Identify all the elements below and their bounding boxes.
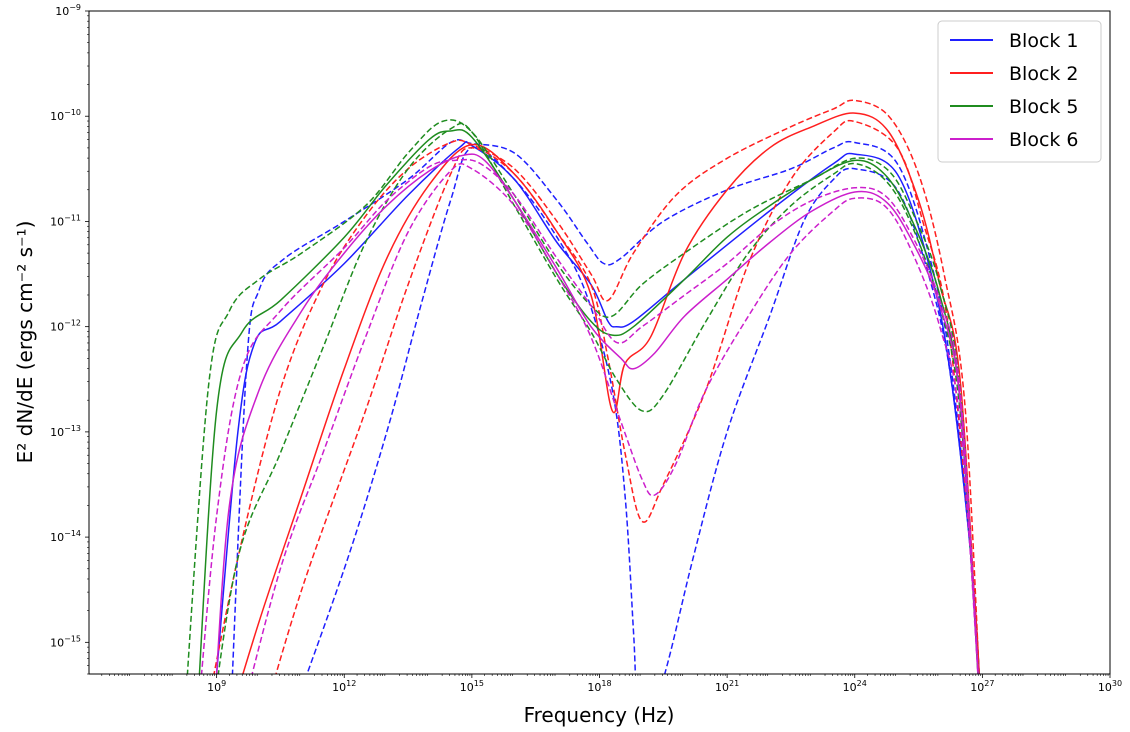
y-tick-label: 10−15 [50,634,81,649]
series-line-5 [213,99,980,674]
y-tick-label: 10−14 [50,529,81,544]
y-tick-label: 10−11 [50,213,81,228]
legend-label: Block 6 [1009,129,1079,151]
x-tick-label: 1027 [970,679,994,694]
y-tick-label: 10−13 [50,424,81,439]
series-line-3 [242,112,980,674]
series-line-1 [306,146,980,674]
x-tick-label: 1015 [460,679,484,694]
series-line-11 [200,158,980,674]
x-tick-label: 109 [207,679,226,694]
x-axis: 109 1012 1015 1018 1021 1024 1027 1030 [101,674,1122,694]
legend-label: Block 5 [1009,96,1079,118]
legend-box [937,20,1102,163]
legend-label: Block 1 [1009,30,1079,52]
x-axis-label: Frequency (Hz) [524,703,675,727]
legend-label: Block 2 [1009,63,1079,85]
x-tick-label: 1030 [1098,679,1122,694]
series-line-10 [251,162,979,674]
series-line-6 [198,128,979,674]
series-line-7 [217,122,979,674]
y-tick-label: 10−9 [55,3,81,18]
series-line-8 [186,119,979,674]
y-tick-label: 10−12 [50,319,81,334]
series-line-0 [215,140,980,674]
y-axis-label: E² dN/dE (ergs cm⁻² s⁻¹) [13,221,37,464]
legend: Block 1 Block 2 Block 5 Block 6 [937,20,1102,163]
x-tick-label: 1021 [715,679,739,694]
series-line-2 [231,139,980,674]
y-tick-label: 10−10 [50,108,81,123]
series-line-9 [215,153,979,674]
series-layer [186,99,980,674]
series-line-4 [275,119,980,674]
x-tick-label: 1018 [587,679,611,694]
y-axis: 10−15 10−14 10−13 10−12 10−11 10−10 10−9 [50,3,89,675]
x-tick-label: 1012 [332,679,356,694]
x-tick-label: 1024 [843,679,867,694]
